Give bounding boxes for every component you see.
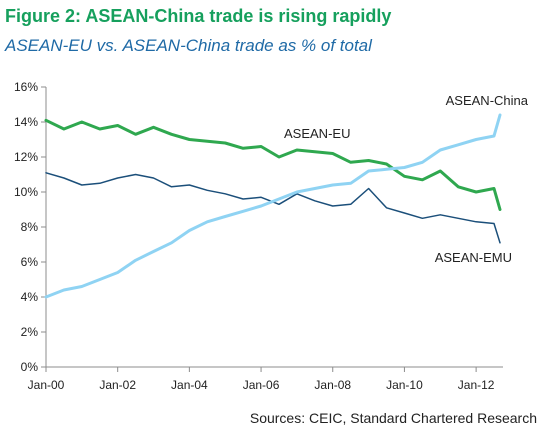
series-line-asean-eu [44,118,502,211]
x-tick-label: Jan-10 [386,378,423,392]
series-line-asean-china [44,113,502,299]
x-tick-label: Jan-12 [458,378,495,392]
y-tick-label: 8% [21,220,39,234]
y-tick-label: 6% [21,255,39,269]
series-label-asean-emu: ASEAN-EMU [435,250,512,265]
x-tick-label: Jan-00 [28,378,65,392]
y-tick-label: 16% [14,80,38,94]
y-tick-label: 12% [14,150,38,164]
x-tick-label: Jan-06 [243,378,280,392]
y-tick-label: 10% [14,185,38,199]
series-label-asean-eu: ASEAN-EU [284,126,350,141]
x-tick-label: Jan-04 [171,378,208,392]
y-tick-label: 14% [14,115,38,129]
y-tick-label: 0% [21,360,39,374]
series-line-asean-emu [45,172,501,244]
chart-subtitle: ASEAN-EU vs. ASEAN-China trade as % of t… [5,36,372,55]
chart-title: Figure 2: ASEAN-China trade is rising ra… [5,6,392,26]
y-tick-label: 2% [21,325,39,339]
y-tick-label: 4% [21,290,39,304]
x-tick-label: Jan-08 [314,378,351,392]
source-note: Sources: CEIC, Standard Chartered Resear… [249,410,537,426]
series-label-asean-china: ASEAN-China [446,93,529,108]
x-tick-label: Jan-02 [99,378,136,392]
